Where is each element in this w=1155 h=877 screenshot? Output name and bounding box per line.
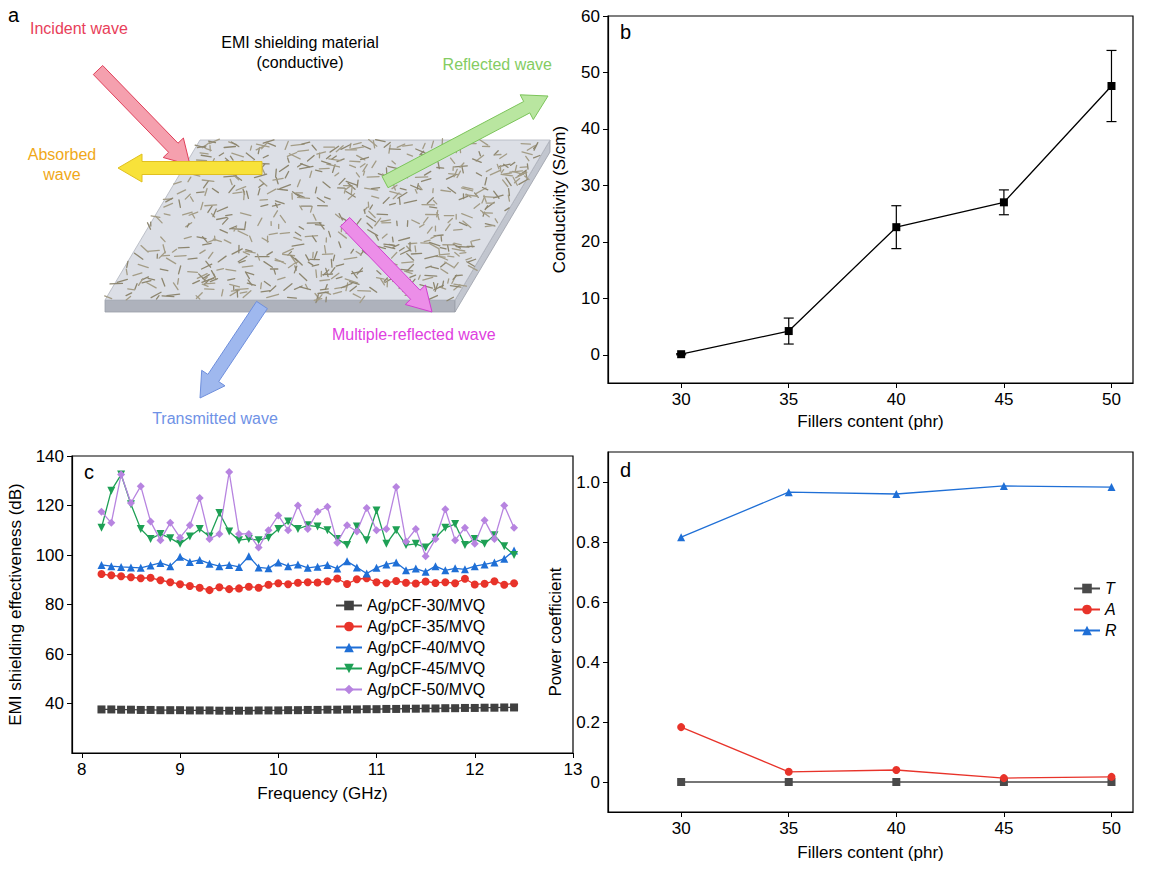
svg-text:c: c — [84, 461, 94, 483]
svg-text:Ag/pCF-40/MVQ: Ag/pCF-40/MVQ — [367, 639, 485, 656]
svg-text:Ag/pCF-30/MVQ: Ag/pCF-30/MVQ — [367, 597, 485, 614]
svg-text:Frequency (GHz): Frequency (GHz) — [257, 784, 387, 803]
svg-text:40: 40 — [887, 390, 906, 409]
svg-text:Transmitted wave: Transmitted wave — [152, 410, 278, 427]
svg-text:45: 45 — [994, 390, 1013, 409]
svg-text:40: 40 — [581, 119, 600, 138]
svg-text:40: 40 — [45, 694, 64, 713]
svg-text:9: 9 — [175, 760, 184, 779]
svg-text:Multiple-reflected wave: Multiple-reflected wave — [332, 326, 496, 343]
svg-text:30: 30 — [672, 390, 691, 409]
svg-text:45: 45 — [994, 819, 1013, 838]
svg-text:80: 80 — [45, 595, 64, 614]
svg-text:0: 0 — [591, 345, 600, 364]
svg-text:0.2: 0.2 — [576, 713, 600, 732]
svg-text:0: 0 — [591, 773, 600, 792]
svg-text:100: 100 — [36, 546, 64, 565]
svg-text:120: 120 — [36, 496, 64, 515]
svg-text:10: 10 — [581, 289, 600, 308]
svg-text:(conductive): (conductive) — [256, 54, 343, 71]
svg-text:0.8: 0.8 — [576, 533, 600, 552]
svg-text:140: 140 — [36, 447, 64, 466]
svg-text:35: 35 — [779, 390, 798, 409]
svg-text:30: 30 — [672, 819, 691, 838]
svg-text:11: 11 — [368, 760, 386, 779]
svg-text:Conductivity (S/cm): Conductivity (S/cm) — [550, 126, 569, 273]
svg-text:Reflected wave: Reflected wave — [443, 56, 552, 73]
svg-text:wave: wave — [42, 166, 80, 183]
svg-text:A: A — [1104, 601, 1116, 618]
svg-text:0.6: 0.6 — [576, 593, 600, 612]
svg-text:b: b — [620, 21, 631, 43]
svg-text:Incident wave: Incident wave — [30, 20, 128, 37]
svg-text:50: 50 — [1102, 390, 1121, 409]
svg-text:12: 12 — [465, 760, 484, 779]
svg-text:Fillers content (phr): Fillers content (phr) — [797, 412, 943, 431]
svg-text:EMI shielding effectiveness (d: EMI shielding effectiveness (dB) — [6, 483, 25, 726]
svg-text:50: 50 — [1102, 819, 1121, 838]
svg-text:60: 60 — [45, 645, 64, 664]
svg-text:20: 20 — [581, 232, 600, 251]
svg-text:40: 40 — [887, 819, 906, 838]
svg-text:R: R — [1105, 622, 1117, 639]
svg-text:Absorbed: Absorbed — [28, 146, 97, 163]
svg-text:Fillers content (phr): Fillers content (phr) — [797, 843, 943, 862]
svg-text:EMI shielding material: EMI shielding material — [221, 34, 378, 51]
svg-text:0.4: 0.4 — [576, 653, 600, 672]
svg-text:a: a — [8, 4, 20, 26]
svg-text:60: 60 — [581, 7, 600, 26]
svg-text:Power coefficient: Power coefficient — [546, 567, 565, 696]
svg-text:13: 13 — [564, 760, 583, 779]
svg-text:35: 35 — [779, 819, 798, 838]
svg-text:Ag/pCF-50/MVQ: Ag/pCF-50/MVQ — [367, 681, 485, 698]
svg-text:d: d — [620, 459, 631, 481]
svg-text:8: 8 — [77, 760, 86, 779]
svg-text:Ag/pCF-45/MVQ: Ag/pCF-45/MVQ — [367, 660, 485, 677]
svg-text:50: 50 — [581, 63, 600, 82]
svg-text:1.0: 1.0 — [576, 473, 600, 492]
svg-text:T: T — [1105, 580, 1116, 597]
svg-text:Ag/pCF-35/MVQ: Ag/pCF-35/MVQ — [367, 618, 485, 635]
svg-text:10: 10 — [269, 760, 288, 779]
svg-text:30: 30 — [581, 176, 600, 195]
